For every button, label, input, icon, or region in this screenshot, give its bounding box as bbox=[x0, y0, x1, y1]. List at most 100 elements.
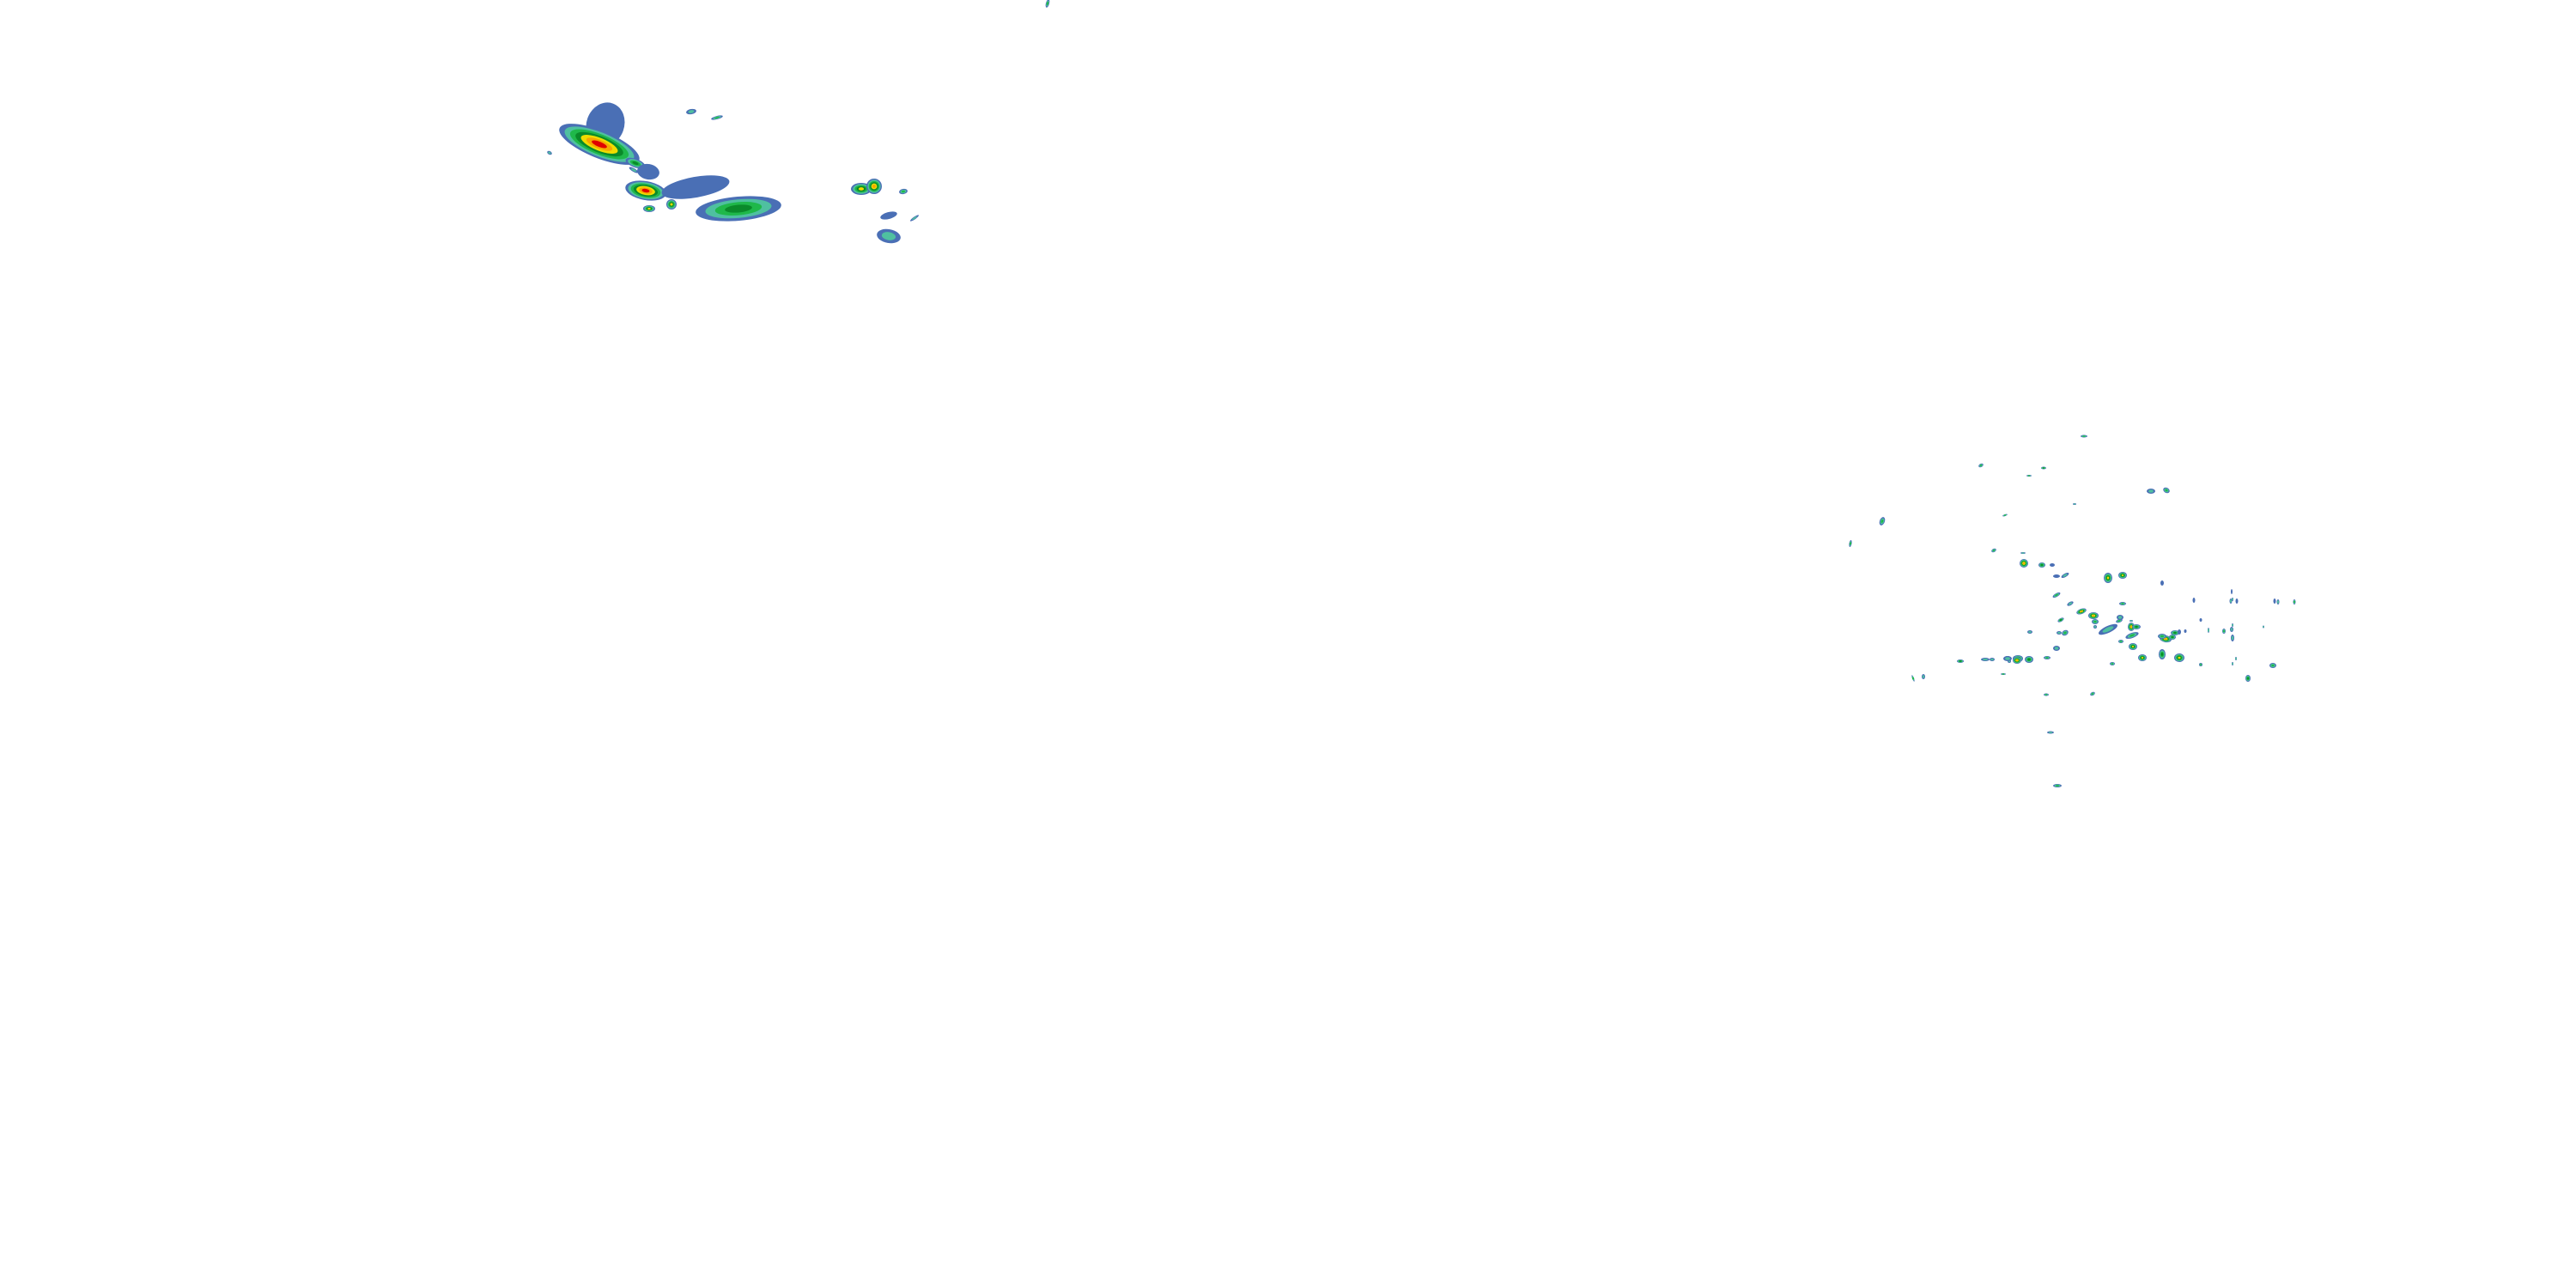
echo-level-2 bbox=[2055, 593, 2058, 597]
echo-level-1 bbox=[2230, 599, 2232, 603]
echo-level-2 bbox=[1979, 465, 1983, 466]
echo-cell bbox=[2047, 731, 2054, 734]
echo-level-5 bbox=[2130, 625, 2132, 629]
echo-level-3 bbox=[632, 161, 639, 165]
echo-level-1 bbox=[2231, 635, 2234, 641]
echo-cell bbox=[1045, 0, 1050, 8]
echo-cell bbox=[686, 108, 696, 115]
echo-level-0 bbox=[2053, 574, 2060, 578]
echo-cell bbox=[625, 180, 666, 201]
echo-level-1 bbox=[2208, 629, 2209, 632]
echo-level-1 bbox=[1990, 658, 1994, 661]
echo-level-2 bbox=[2091, 693, 2094, 695]
echo-level-1 bbox=[2048, 732, 2053, 733]
echo-cell bbox=[2081, 434, 2087, 438]
echo-level-2 bbox=[2044, 694, 2048, 696]
echo-cell bbox=[2178, 629, 2181, 635]
echo-level-0 bbox=[2231, 589, 2233, 594]
echo-level-1 bbox=[548, 151, 551, 155]
echo-level-3 bbox=[1959, 660, 1962, 662]
echo-cell bbox=[2088, 612, 2099, 619]
echo-level-1 bbox=[2005, 657, 2010, 660]
echo-level-5 bbox=[2080, 611, 2083, 612]
echo-cell bbox=[2110, 662, 2115, 665]
echo-cell bbox=[666, 199, 677, 210]
echo-level-2 bbox=[1880, 519, 1884, 523]
echo-level-1 bbox=[881, 232, 896, 240]
echo-cell bbox=[2138, 654, 2147, 661]
echo-cell bbox=[2020, 552, 2026, 554]
echo-level-1 bbox=[2263, 626, 2264, 628]
echo-cell bbox=[2132, 624, 2141, 629]
echo-cell bbox=[2053, 784, 2062, 787]
echo-level-1 bbox=[1922, 675, 1925, 678]
echo-cell bbox=[2159, 649, 2166, 659]
echo-level-6 bbox=[641, 188, 650, 193]
echo-level-2 bbox=[2119, 641, 2123, 642]
echo-level-0 bbox=[880, 211, 897, 220]
echo-cell bbox=[2002, 513, 2008, 517]
echo-cell bbox=[2013, 657, 2021, 664]
echo-level-2 bbox=[2200, 664, 2202, 665]
echo-level-0 bbox=[2199, 618, 2202, 622]
echo-level-2 bbox=[714, 116, 720, 119]
echo-level-4 bbox=[670, 203, 673, 206]
echo-level-0 bbox=[637, 163, 659, 180]
echo-level-1 bbox=[2148, 489, 2154, 493]
echo-level-1 bbox=[2102, 626, 2114, 633]
echo-cell bbox=[2169, 635, 2176, 640]
echo-cell bbox=[2199, 663, 2202, 666]
echo-cell bbox=[2125, 632, 2139, 639]
echo-cell bbox=[2053, 574, 2060, 578]
echo-cell bbox=[2053, 646, 2060, 651]
echo-level-3 bbox=[725, 204, 752, 213]
echo-level-2 bbox=[2003, 514, 2007, 516]
echo-level-2 bbox=[2027, 475, 2031, 477]
echo-cell bbox=[880, 211, 897, 220]
echo-level-4 bbox=[647, 207, 651, 210]
echo-cell bbox=[2129, 620, 2133, 622]
echo-level-1 bbox=[2093, 625, 2097, 629]
echo-level-0 bbox=[2160, 580, 2164, 586]
echo-cell bbox=[1957, 659, 1964, 663]
echo-cell bbox=[2067, 601, 2074, 606]
echo-cell bbox=[2041, 466, 2046, 470]
echo-level-1 bbox=[2117, 616, 2123, 619]
echo-cell bbox=[2232, 623, 2233, 627]
echo-level-5 bbox=[2164, 638, 2167, 640]
echo-cell bbox=[2199, 618, 2202, 622]
echo-level-2 bbox=[2117, 620, 2121, 622]
echo-level-2 bbox=[2055, 785, 2060, 787]
echo-cell bbox=[2147, 489, 2155, 494]
echo-cell bbox=[2057, 631, 2062, 635]
echo-level-2 bbox=[1849, 542, 1852, 545]
echo-cell bbox=[637, 163, 659, 180]
echo-cell bbox=[2062, 629, 2069, 636]
echo-cell bbox=[2044, 656, 2050, 659]
echo-cell bbox=[2050, 563, 2055, 567]
echo-cell bbox=[2001, 673, 2006, 675]
echo-level-2 bbox=[2121, 603, 2124, 605]
echo-cell bbox=[661, 175, 730, 199]
echo-level-2 bbox=[2093, 620, 2097, 623]
echo-cell bbox=[899, 188, 908, 195]
echo-level-5 bbox=[2092, 615, 2095, 617]
echo-level-2 bbox=[2165, 489, 2168, 492]
echo-level-2 bbox=[901, 190, 906, 193]
echo-cell bbox=[866, 179, 882, 194]
echo-cell bbox=[1922, 674, 1925, 679]
echo-cell bbox=[2232, 662, 2233, 665]
echo-level-3 bbox=[2247, 677, 2249, 680]
echo-cell bbox=[2222, 629, 2226, 634]
echo-level-2 bbox=[2063, 631, 2067, 635]
echo-level-2 bbox=[1992, 550, 1996, 551]
echo-cell bbox=[2076, 608, 2087, 615]
echo-cell bbox=[2003, 656, 2012, 661]
echo-level-0 bbox=[2273, 598, 2276, 604]
echo-cell bbox=[2171, 630, 2179, 635]
echo-cell bbox=[559, 124, 640, 165]
echo-cell bbox=[2293, 599, 2296, 605]
echo-level-4 bbox=[2121, 574, 2124, 577]
echo-cell bbox=[2230, 627, 2233, 632]
